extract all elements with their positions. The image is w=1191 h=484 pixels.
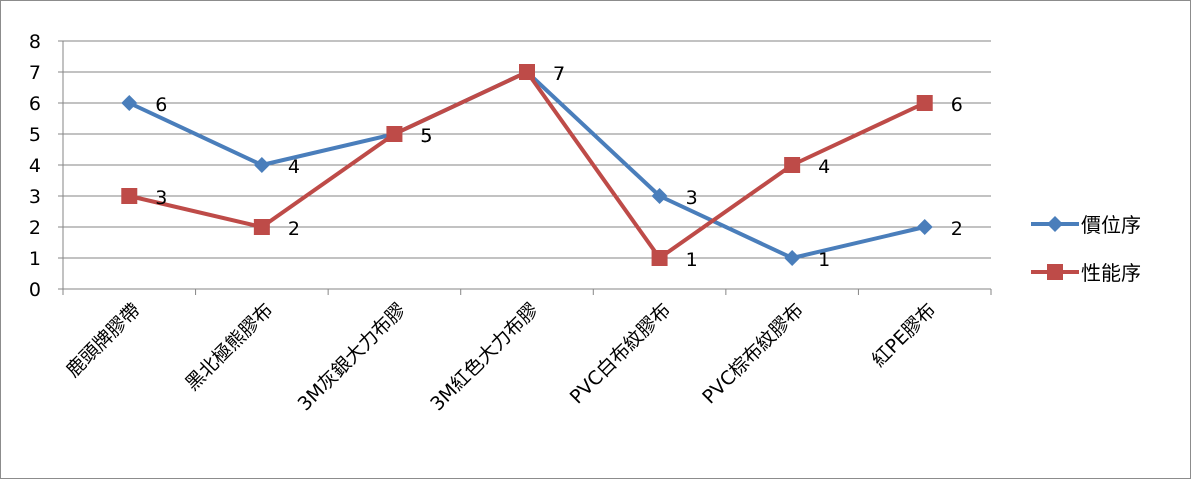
data-point <box>386 126 403 142</box>
legend-label: 性能序 <box>1081 261 1141 285</box>
y-tick-label: 7 <box>29 62 41 84</box>
data-label: 5 <box>420 125 432 147</box>
y-tick-label: 5 <box>29 124 41 146</box>
data-label: 7 <box>553 63 565 85</box>
data-label: 6 <box>155 94 167 116</box>
data-label: 4 <box>288 156 300 178</box>
y-tick-label: 0 <box>29 279 41 301</box>
legend-marker <box>1047 216 1063 232</box>
data-label: 2 <box>288 218 300 240</box>
y-tick-label: 6 <box>29 93 41 115</box>
y-tick-label: 4 <box>29 155 41 177</box>
data-point <box>253 157 270 173</box>
x-tick-label: 黑北極熊膠布 <box>181 299 277 395</box>
x-tick-label: 紅PE膠布 <box>868 299 940 371</box>
y-tick-label: 2 <box>29 217 41 239</box>
data-point <box>519 64 535 80</box>
data-label: 6 <box>951 94 963 116</box>
data-point <box>784 157 801 173</box>
gridlines <box>63 40 991 259</box>
data-label: 3 <box>686 187 698 209</box>
data-label: 5 <box>420 125 432 147</box>
data-label: 3 <box>155 187 167 209</box>
x-tick-label: 3M紅色大力布膠 <box>426 299 542 415</box>
y-tick-label: 1 <box>29 248 41 270</box>
data-point <box>651 188 668 204</box>
data-point <box>916 95 933 111</box>
axes: 0 1 2 3 4 5 6 7 8 鹿頭牌膠帶 黑北極熊膠布 3M灰銀大力布膠 3M紅色大力布膠 PVC白… <box>29 31 992 415</box>
data-label: 2 <box>951 218 963 240</box>
data-point <box>121 95 138 111</box>
data-label: 7 <box>553 63 565 85</box>
data-point <box>916 219 933 235</box>
data-point <box>121 188 138 204</box>
y-tick-label: 8 <box>29 31 41 53</box>
data-point <box>784 250 801 266</box>
data-point <box>253 219 270 235</box>
data-label: 4 <box>818 156 830 178</box>
x-tick-label: 鹿頭牌膠帶 <box>62 299 145 382</box>
data-label: 1 <box>686 249 698 271</box>
x-tick-label: PVC棕布紋膠布 <box>698 299 807 408</box>
x-tick-label: 3M灰銀大力布膠 <box>294 299 410 415</box>
data-label: 1 <box>818 249 830 271</box>
x-tick-label: PVC白布紋膠布 <box>566 299 675 408</box>
series-lines <box>121 64 933 266</box>
legend-marker <box>1047 264 1063 280</box>
y-tick-label: 3 <box>29 186 41 208</box>
data-point <box>651 250 668 266</box>
legend-label: 價位序 <box>1081 213 1141 237</box>
